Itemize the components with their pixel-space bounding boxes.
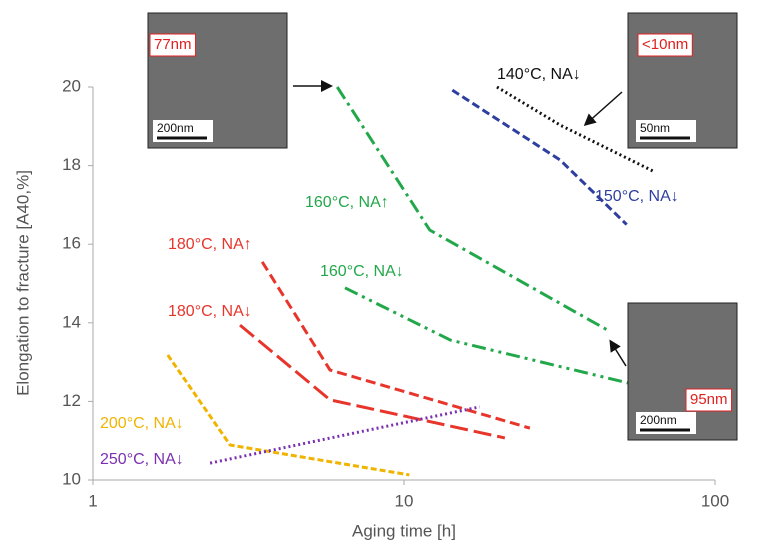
series-label: 180°C, NA↑ xyxy=(168,236,252,253)
y-tick-label: 18 xyxy=(62,155,81,174)
y-tick-label: 20 xyxy=(62,76,81,95)
line xyxy=(168,355,409,475)
x-tick-label: 100 xyxy=(701,491,729,510)
y-axis-label: Elongation to fracture [A40,%] xyxy=(13,170,32,396)
x-tick-label: 1 xyxy=(88,491,97,510)
inset-label: 77nm xyxy=(154,36,192,53)
inset-scale: 50nm xyxy=(640,121,670,135)
series-label: 180°C, NA↓ xyxy=(168,303,252,320)
series-label: 140°C, NA↓ xyxy=(497,66,581,83)
x-axis-label: Aging time [h] xyxy=(352,521,456,540)
inset-scale: 200nm xyxy=(640,413,677,427)
line xyxy=(262,262,530,428)
chart: Aging time [h] Elongation to fracture [A… xyxy=(0,0,765,550)
series-label: 150°C, NA↓ xyxy=(595,188,679,205)
inset-label: <10nm xyxy=(642,36,688,53)
page: Aging time [h] Elongation to fracture [A… xyxy=(0,0,765,555)
y-tick-label: 10 xyxy=(62,469,81,488)
series-label: 160°C, NA↑ xyxy=(305,194,389,211)
inset-scale: 200nm xyxy=(157,121,194,135)
y-tick-label: 16 xyxy=(62,234,81,253)
y-tick-label: 12 xyxy=(62,391,81,410)
line xyxy=(345,288,628,383)
line xyxy=(210,407,479,463)
y-tick-label: 14 xyxy=(62,312,81,331)
x-tick-label: 10 xyxy=(395,491,414,510)
arrow xyxy=(586,92,622,124)
series-label: 250°C, NA↓ xyxy=(100,451,184,468)
arrow xyxy=(611,342,626,366)
series-label: 160°C, NA↓ xyxy=(320,263,404,280)
inset-label: 95nm xyxy=(690,391,728,408)
series-label: 200°C, NA↓ xyxy=(100,415,184,432)
